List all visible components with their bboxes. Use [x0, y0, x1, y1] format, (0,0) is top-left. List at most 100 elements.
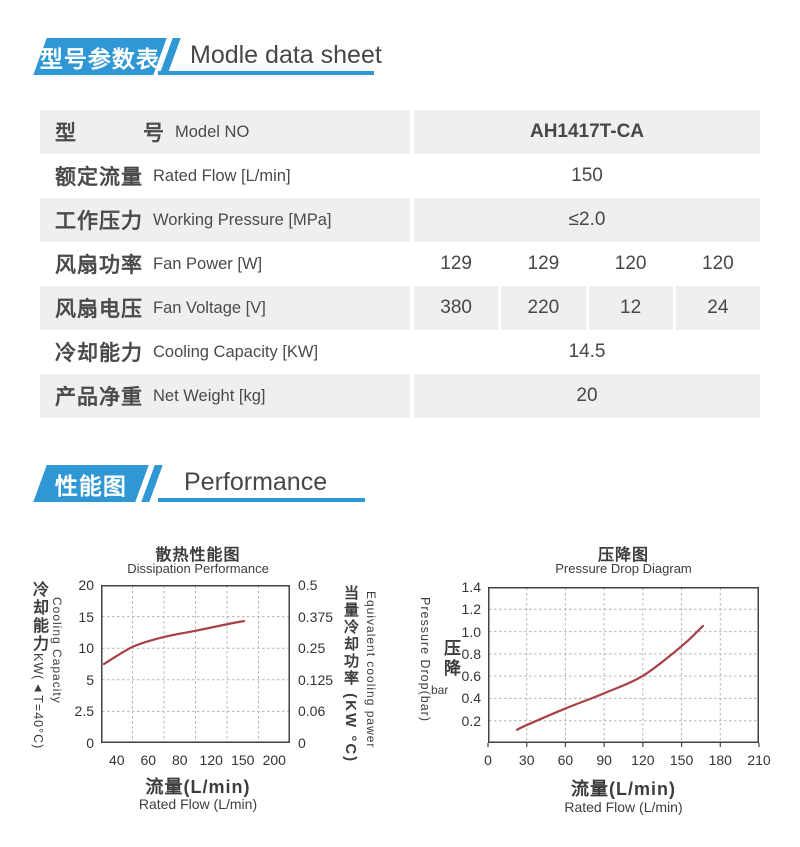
table-row: 风扇功率 Fan Power [W] 129 129 120 120	[40, 242, 760, 286]
section-header-model: 型号参数表 Modle data sheet	[0, 38, 800, 80]
row-label-zh: 产品净重	[55, 386, 143, 409]
table-row: 产品净重 Net Weight [kg] 20	[40, 374, 760, 418]
table-row: 额定流量 Rated Flow [L/min] 150	[40, 154, 760, 198]
chart-canvas	[487, 587, 760, 747]
row-label-zh: 风扇功率	[55, 254, 143, 277]
x-axis-tick-label: 80	[171, 752, 188, 768]
x-axis-label-en: Rated Flow (L/min)	[564, 799, 683, 815]
value-cell: ≤2.0	[414, 198, 760, 242]
x-axis-tick-label: 60	[557, 752, 574, 768]
y-axis-tick-label-left: 10	[78, 640, 94, 657]
row-label-zh: 工作压力	[55, 210, 143, 233]
x-axis-tick-label: 150	[231, 752, 255, 768]
plot-area	[487, 587, 760, 747]
model-section-badge-label: 型号参数表	[40, 45, 160, 72]
row-label-zh: 型 号	[55, 122, 165, 145]
row-label-cell: 风扇电压 Fan Voltage [V]	[40, 286, 410, 330]
y-axis-tick-label-left: 20	[78, 577, 94, 593]
row-values: 150	[414, 154, 760, 198]
y-axis-tick-label-left: 0.6	[461, 668, 481, 685]
plot-area	[101, 585, 290, 743]
table-row: 风扇电压 Fan Voltage [V] 380 220 12 24	[40, 286, 760, 330]
row-label-en: Working Pressure [MPa]	[153, 210, 332, 229]
y-axis-tick-label-left: 0.2	[461, 712, 481, 729]
y-axis-tick-label-left: 2.5	[74, 703, 94, 720]
value-cell: 120	[614, 253, 647, 274]
pressure-drop-chart: 压降图 Pressure Drop Diagram Pressure Drop(…	[398, 535, 794, 840]
row-values: ≤2.0	[414, 198, 760, 242]
y-axis-tick-label-left: 15	[78, 608, 94, 625]
table-row: 型 号 Model NO AH1417T-CA	[40, 110, 760, 154]
y-axis-tick-label-left: 0	[86, 735, 94, 751]
y-axis-label-left-en: Cooling Capacity	[50, 597, 64, 704]
x-axis-label-zh: 流量(L/min)	[571, 779, 676, 799]
row-values: 380 220 12 24	[414, 286, 760, 330]
model-data-table: 型 号 Model NO AH1417T-CA 额定流量 Rated Flow [L/m…	[40, 110, 760, 418]
value-cell: AH1417T-CA	[414, 110, 760, 154]
value-cell: 129	[527, 253, 560, 274]
x-axis-tick-label: 60	[140, 752, 157, 768]
row-values: 129 129 120 120	[414, 242, 760, 286]
row-label-cell: 风扇功率 Fan Power [W]	[40, 242, 410, 286]
y-axis-label-right-en: Equivalent cooling pawer	[364, 591, 378, 749]
x-axis-label-zh: 流量(L/min)	[145, 777, 251, 797]
y-axis-tick-label-left: 1.2	[461, 601, 481, 618]
value-cell: 20	[414, 374, 760, 418]
value-cell: 12	[588, 286, 673, 330]
row-label-en: Cooling Capacity [KW]	[153, 342, 319, 361]
x-axis-tick-label: 30	[518, 752, 535, 768]
performance-section-badge: 性能图	[33, 465, 149, 502]
y-axis-tick-label-left: 1.4	[461, 579, 481, 595]
y-axis-tick-label-left: 1.0	[461, 623, 481, 640]
x-axis-tick-label: 210	[747, 752, 771, 768]
x-axis-tick-label: 40	[108, 752, 125, 768]
value-cell: 150	[571, 165, 603, 186]
chart-canvas	[101, 585, 290, 743]
model-section-badge: 型号参数表	[33, 38, 167, 75]
chart-title-en: Dissipation Performance	[127, 561, 269, 576]
value-cell: 220	[501, 286, 586, 330]
performance-section-title: Performance	[184, 468, 328, 496]
y-axis-tick-label-right: 0.06	[298, 703, 326, 720]
row-label-en: Rated Flow [L/min]	[153, 166, 291, 185]
value-cell: 24	[675, 286, 760, 330]
value-cell: 129	[440, 253, 472, 274]
y-axis-tick-label-right: 0.25	[298, 640, 326, 657]
value-cell: 380	[414, 286, 499, 330]
plot-border	[101, 585, 290, 743]
performance-section-badge-label: 性能图	[55, 472, 127, 499]
pressure-drop-curve	[515, 624, 705, 731]
row-label-en: Fan Voltage [V]	[153, 298, 266, 317]
row-label-cell: 型 号 Model NO	[40, 110, 410, 154]
value-cell: 14.5	[568, 341, 606, 362]
y-axis-tick-label-right: 0.125	[298, 671, 334, 688]
x-axis-tick-label: 90	[596, 752, 612, 768]
x-axis-tick-label: 120	[631, 752, 655, 768]
y-axis-label-right: 当量冷却功率 (KW °C)	[342, 585, 359, 764]
section-underline	[158, 498, 365, 502]
table-row: 冷却能力 Cooling Capacity [KW] 14.5	[40, 330, 760, 374]
row-label-cell: 产品净重 Net Weight [kg]	[40, 374, 410, 418]
y-axis-tick-label-left: 5	[86, 671, 94, 688]
section-underline	[158, 71, 374, 75]
row-label-cell: 冷却能力 Cooling Capacity [KW]	[40, 330, 410, 374]
x-axis-tick-label: 0	[484, 752, 492, 768]
y-axis-tick-label-right: 0	[298, 735, 306, 751]
y-axis-tick-label-right: 0.5	[298, 577, 318, 593]
row-label-cell: 额定流量 Rated Flow [L/min]	[40, 154, 410, 198]
x-axis-tick-label: 120	[199, 752, 223, 768]
x-axis-label-en: Rated Flow (L/min)	[138, 796, 258, 812]
y-axis-label-left-en: Pressure Drop(bar)	[418, 597, 432, 722]
row-label-en: Model NO	[175, 122, 250, 141]
plot-border	[488, 587, 759, 743]
table-row: 工作压力 Working Pressure [MPa] ≤2.0	[40, 198, 760, 242]
row-label-en: Net Weight [kg]	[153, 386, 266, 405]
row-label-zh: 风扇电压	[55, 298, 143, 321]
row-label-en: Fan Power [W]	[153, 254, 263, 273]
row-label-zh: 额定流量	[55, 166, 143, 189]
chart-title-zh: 散热性能图	[155, 547, 241, 564]
row-values: AH1417T-CA	[414, 110, 760, 154]
y-axis-tick-label-right: 0.375	[298, 608, 334, 625]
x-axis-tick-label: 180	[708, 752, 732, 768]
